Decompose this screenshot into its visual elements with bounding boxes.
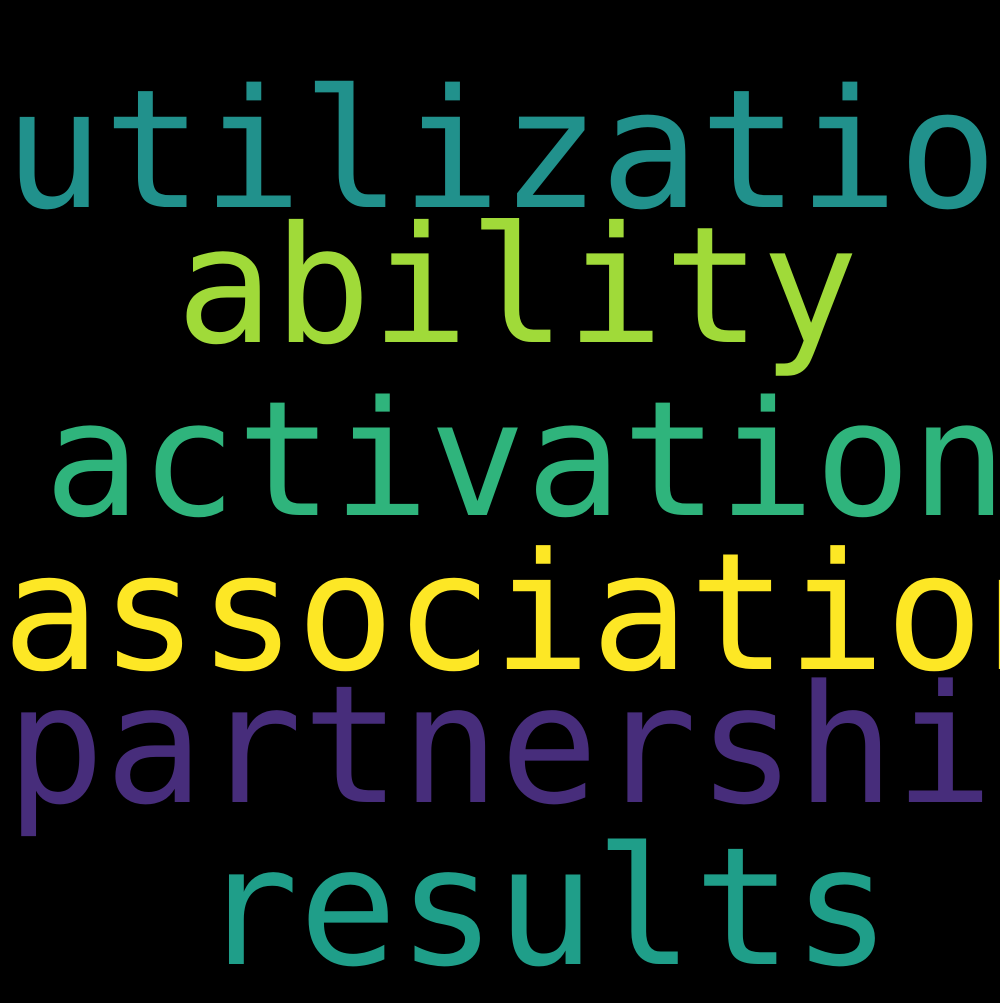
word-activation: activation xyxy=(44,366,1000,553)
word-association: association xyxy=(2,519,1000,708)
word-partnership: partnership xyxy=(6,650,1000,841)
word-utilization: utilization xyxy=(4,54,1000,246)
word-results: results xyxy=(200,812,892,1003)
word-ability: ability xyxy=(176,193,859,381)
